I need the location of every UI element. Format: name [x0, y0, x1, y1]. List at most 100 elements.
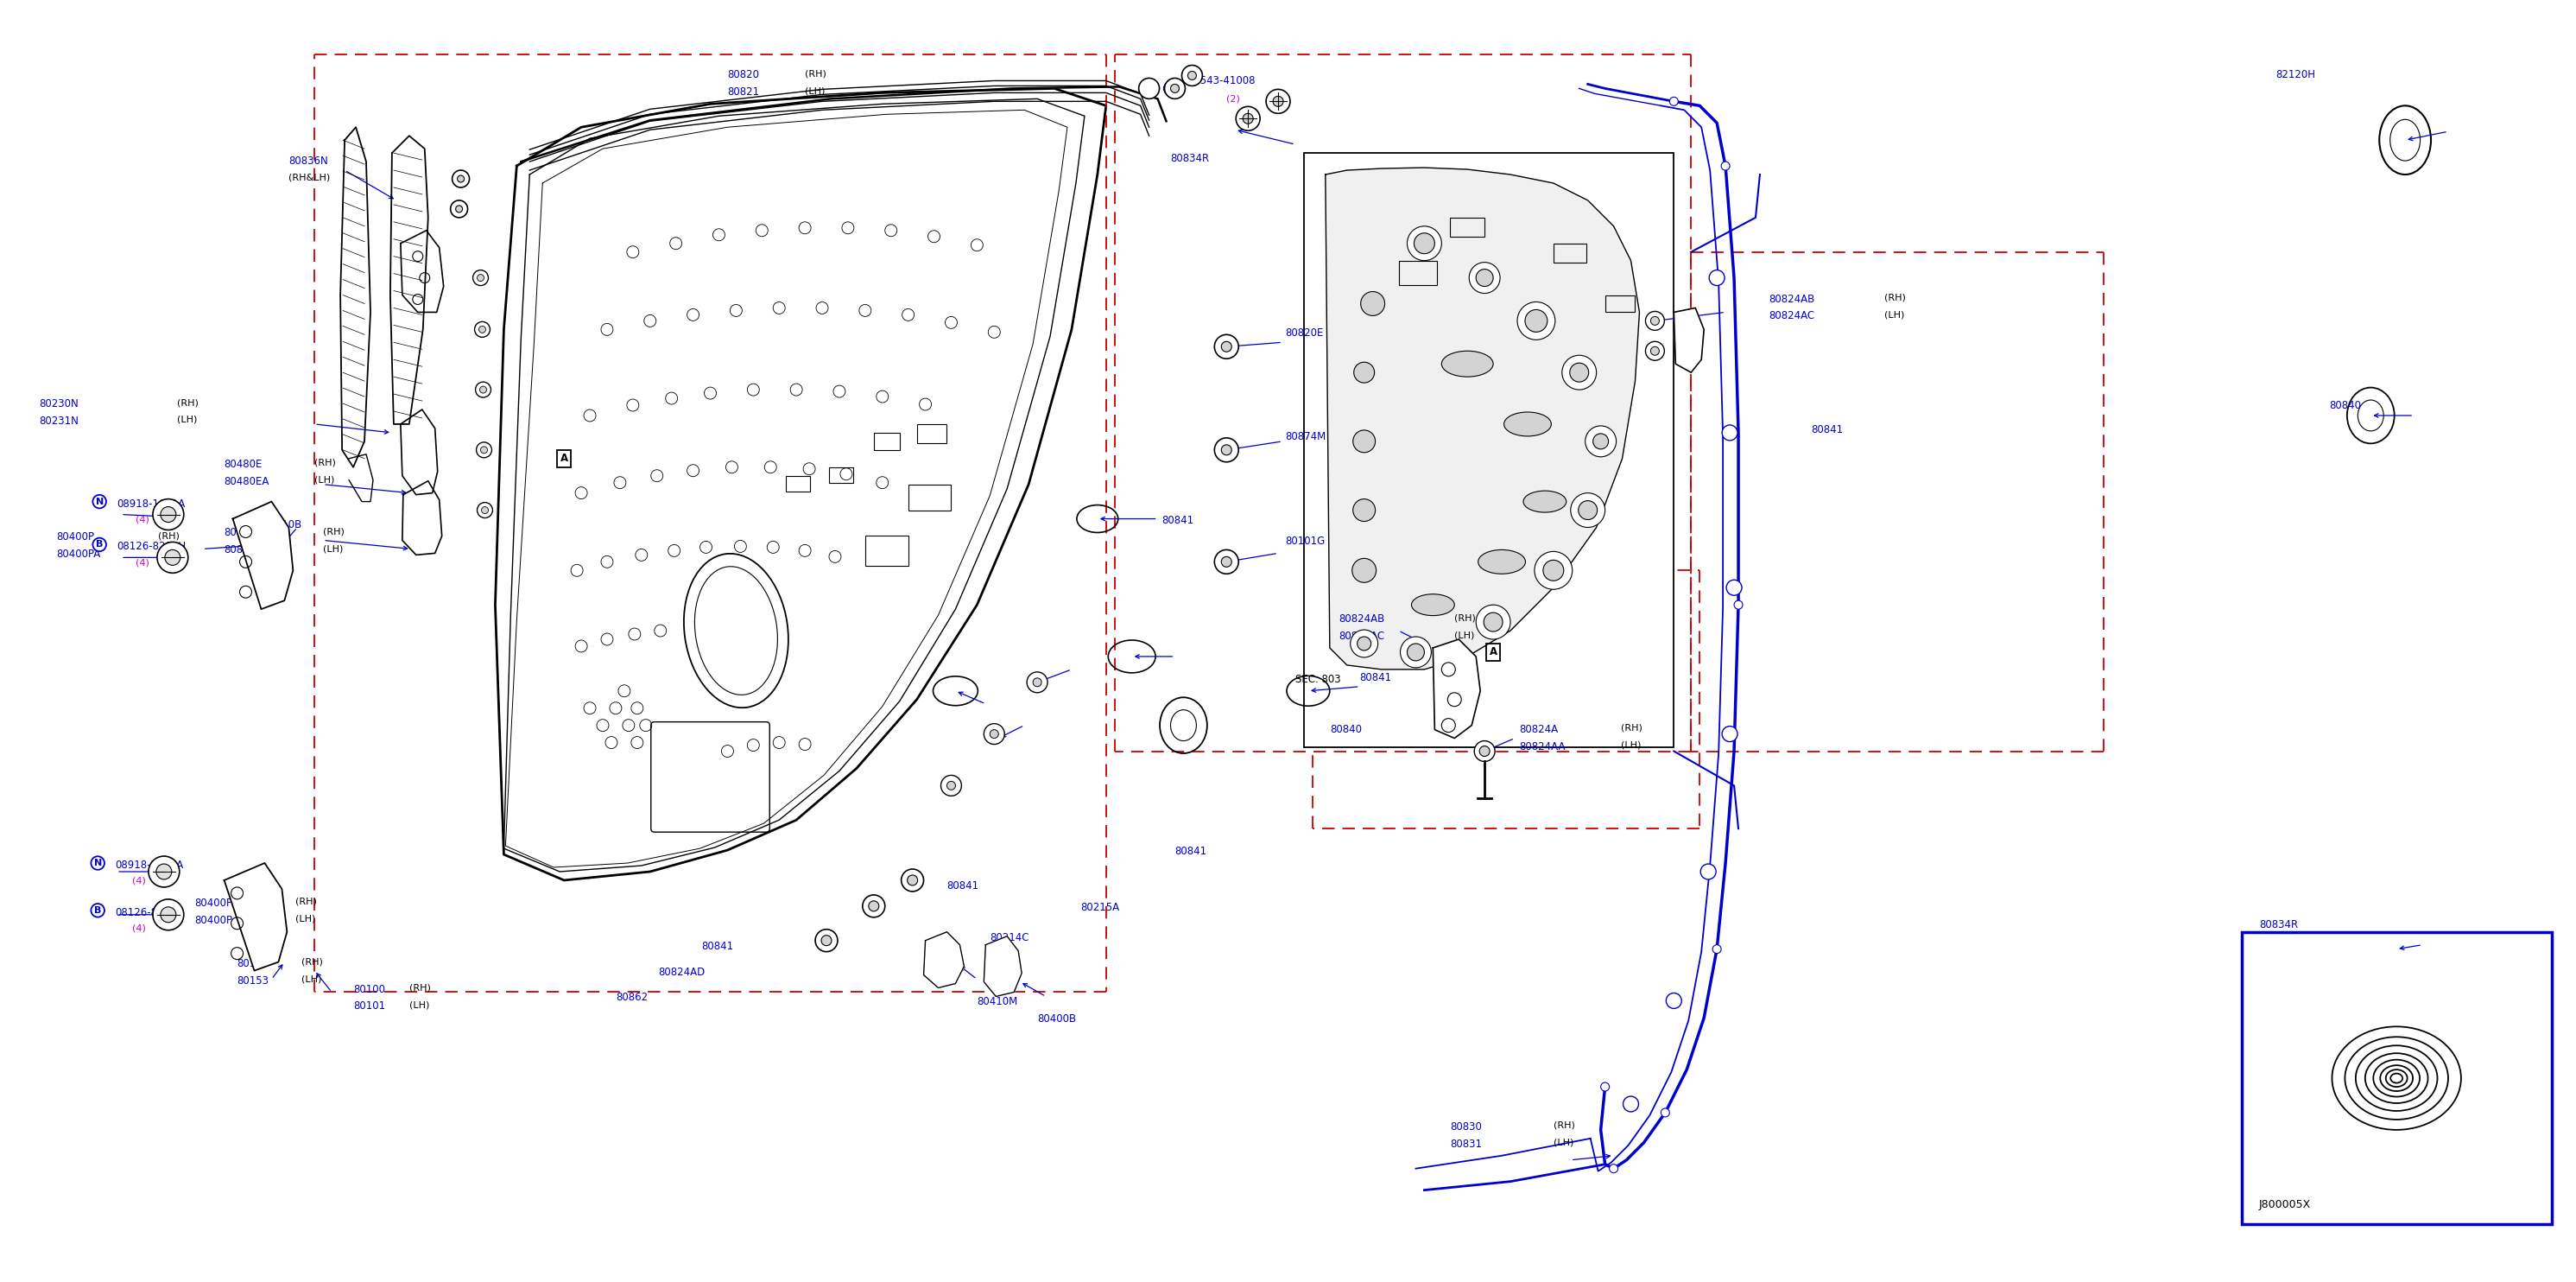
Text: (LH): (LH)	[1886, 310, 1904, 319]
Text: 80480E: 80480E	[224, 459, 263, 469]
Bar	[1450, 218, 1484, 236]
Circle shape	[1476, 605, 1510, 640]
Text: 80840: 80840	[1329, 723, 1363, 735]
Text: S: S	[1167, 85, 1175, 92]
Text: (RH): (RH)	[1620, 723, 1641, 732]
Text: 80153: 80153	[237, 974, 268, 986]
Circle shape	[1236, 106, 1260, 131]
Text: 80831: 80831	[1450, 1138, 1481, 1150]
Text: 80841: 80841	[948, 881, 979, 891]
Circle shape	[1561, 355, 1597, 390]
Polygon shape	[402, 409, 438, 495]
Circle shape	[1734, 600, 1744, 609]
Text: (RH): (RH)	[178, 399, 198, 406]
Text: (RH): (RH)	[314, 459, 335, 467]
Circle shape	[1170, 85, 1180, 92]
Ellipse shape	[1443, 351, 1494, 377]
Circle shape	[1355, 362, 1376, 383]
Circle shape	[1406, 226, 1443, 260]
Circle shape	[1584, 426, 1615, 456]
Text: 80400P: 80400P	[57, 532, 95, 544]
Circle shape	[1726, 579, 1741, 595]
Circle shape	[1352, 559, 1376, 582]
Text: 80480EA: 80480EA	[224, 476, 270, 487]
Bar	[917, 424, 948, 444]
Circle shape	[1721, 162, 1728, 171]
Bar	[1553, 244, 1587, 263]
Text: 80874M: 80874M	[1285, 431, 1327, 442]
Circle shape	[1473, 741, 1494, 762]
Text: (4): (4)	[131, 924, 147, 933]
Text: 80841: 80841	[701, 941, 734, 951]
Circle shape	[479, 386, 487, 394]
Text: 80215A: 80215A	[1079, 901, 1118, 913]
Circle shape	[863, 895, 886, 917]
Circle shape	[453, 171, 469, 187]
Circle shape	[868, 901, 878, 912]
Circle shape	[940, 776, 961, 796]
Circle shape	[474, 322, 489, 337]
Text: 80824AA: 80824AA	[1520, 741, 1566, 753]
Circle shape	[1360, 291, 1386, 315]
Circle shape	[1721, 726, 1739, 742]
Text: 80824AD: 80824AD	[659, 967, 706, 978]
Text: 08918-1081A: 08918-1081A	[116, 499, 185, 509]
Text: 80862: 80862	[616, 992, 647, 1004]
Bar	[829, 467, 853, 482]
Circle shape	[482, 506, 489, 514]
Circle shape	[456, 205, 464, 213]
Text: 80410M: 80410M	[976, 996, 1018, 1008]
Bar	[873, 433, 899, 450]
Text: 80152: 80152	[237, 958, 268, 969]
Text: (2): (2)	[1226, 95, 1239, 103]
Bar	[909, 485, 951, 510]
Circle shape	[1592, 433, 1607, 449]
Ellipse shape	[1522, 491, 1566, 513]
Circle shape	[152, 499, 183, 529]
Circle shape	[1600, 1082, 1610, 1091]
Text: 08126-8201H: 08126-8201H	[116, 906, 183, 918]
Text: 80400PA: 80400PA	[57, 549, 100, 560]
Text: (RH): (RH)	[301, 958, 322, 967]
Text: (LH): (LH)	[314, 476, 335, 485]
Text: (LH): (LH)	[178, 415, 198, 424]
Circle shape	[1188, 72, 1195, 79]
Text: (LH): (LH)	[1455, 631, 1473, 640]
Text: (RH): (RH)	[1455, 614, 1476, 622]
Text: 80230N: 80230N	[39, 399, 80, 409]
Circle shape	[1646, 341, 1664, 360]
Text: 80400PA: 80400PA	[193, 897, 240, 909]
Circle shape	[822, 936, 832, 946]
Circle shape	[1221, 341, 1231, 351]
Text: 80824AC: 80824AC	[1770, 310, 1814, 322]
Circle shape	[1713, 945, 1721, 954]
Text: 80824A: 80824A	[1520, 723, 1558, 735]
Text: N: N	[95, 497, 103, 506]
Text: (LH): (LH)	[804, 87, 824, 95]
Text: 80100: 80100	[353, 983, 386, 995]
Text: 80824AB: 80824AB	[1770, 294, 1814, 305]
Circle shape	[1484, 613, 1502, 632]
Polygon shape	[495, 88, 1105, 881]
Circle shape	[1414, 233, 1435, 254]
Polygon shape	[402, 481, 443, 555]
Circle shape	[1273, 96, 1283, 106]
Circle shape	[1651, 346, 1659, 355]
Circle shape	[1651, 317, 1659, 326]
Text: 80841: 80841	[1360, 672, 1391, 683]
Circle shape	[1352, 431, 1376, 453]
Circle shape	[1213, 550, 1239, 574]
Circle shape	[152, 899, 183, 931]
Circle shape	[1221, 556, 1231, 567]
Text: (RH): (RH)	[157, 532, 180, 540]
Text: 80841: 80841	[1175, 846, 1208, 858]
Text: 80840: 80840	[2329, 400, 2362, 412]
Circle shape	[1517, 301, 1556, 340]
Text: B: B	[95, 540, 103, 549]
Text: 80834R: 80834R	[2259, 919, 2298, 931]
Bar	[1399, 260, 1437, 285]
Circle shape	[948, 781, 956, 790]
Text: 08543-41008: 08543-41008	[1188, 76, 1255, 87]
Text: B: B	[95, 906, 100, 914]
Circle shape	[1468, 263, 1499, 294]
